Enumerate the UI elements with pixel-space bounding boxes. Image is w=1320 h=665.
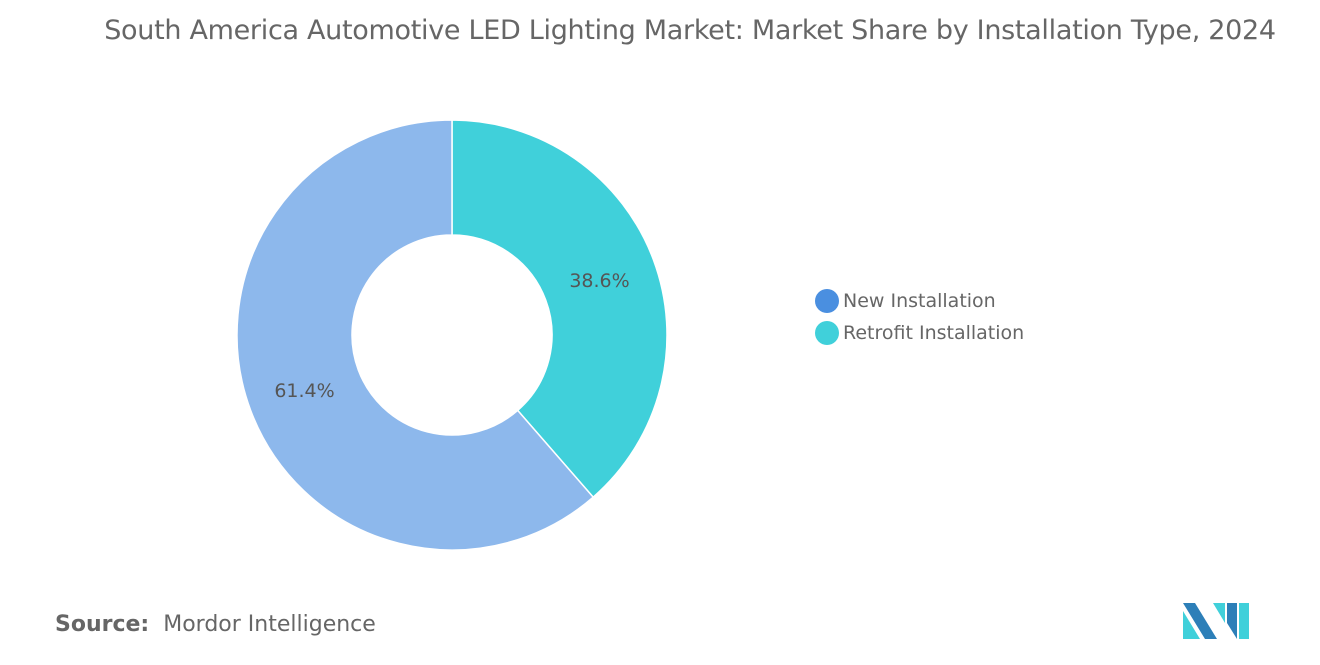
- chart-title: South America Automotive LED Lighting Ma…: [104, 15, 1276, 46]
- legend-swatch-new: [815, 289, 839, 313]
- legend-swatch-retrofit: [815, 321, 839, 345]
- source-value: Mordor Intelligence: [163, 612, 376, 637]
- legend-label: Retrofit Installation: [843, 322, 1025, 344]
- source-note: Source: Mordor Intelligence: [55, 612, 376, 637]
- slice-new-installation[interactable]: [236, 119, 595, 551]
- legend: New Installation Retrofit Installation: [815, 285, 1024, 349]
- legend-item-retrofit-installation[interactable]: Retrofit Installation: [815, 317, 1024, 349]
- legend-label: New Installation: [843, 290, 996, 312]
- slice-retrofit-installation[interactable]: [451, 119, 668, 499]
- data-label: 61.4%: [274, 380, 334, 402]
- data-label: 38.6%: [569, 270, 629, 292]
- mordor-intelligence-logo: [1183, 603, 1249, 639]
- source-label: Source:: [55, 612, 150, 637]
- legend-item-new-installation[interactable]: New Installation: [815, 285, 1024, 317]
